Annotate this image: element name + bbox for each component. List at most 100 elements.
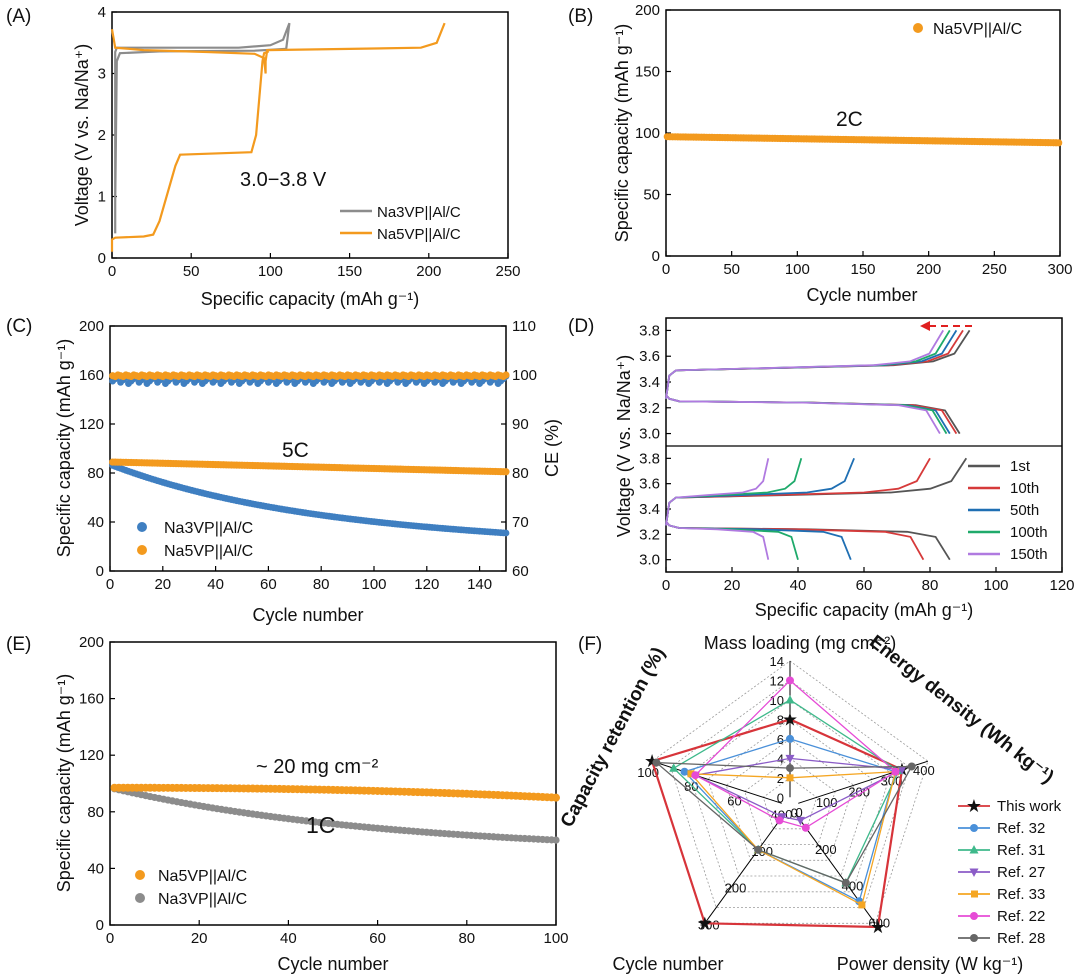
panel-c-y-tick-label: 160 [79, 367, 104, 384]
panel-b-x-tick-label: 50 [723, 261, 740, 278]
panel-f-tick-label: 0 [795, 805, 802, 820]
panel-f-series-ref-22-marker [786, 676, 794, 685]
panel-e-point-na5vp [552, 793, 560, 802]
panel-d-bottom-discharge-150th [665, 521, 770, 560]
panel-f-axis-line [704, 812, 786, 924]
panel-a-y-tick-label: 1 [98, 189, 106, 206]
panel-c-x-tick-label: 100 [361, 576, 386, 593]
panel-d-x-tick-label: 60 [856, 577, 873, 594]
panel-d-plot-frame [665, 317, 1063, 573]
panel-e-y-tick-label: 80 [87, 804, 104, 821]
panel-b-plot-frame [665, 9, 1061, 257]
panel-e-x-tick-label: 100 [543, 930, 568, 947]
panel-f-legend-ref-27-marker [969, 868, 979, 877]
panel-d-legend-1st: 1st [1010, 458, 1031, 475]
panel-f-series-ref-27-outline [693, 757, 905, 822]
panel-a-x-tick-label: 100 [258, 263, 283, 280]
panel-c-y-tick-label: 200 [79, 318, 104, 335]
panel-f-series-ref-27-marker [785, 754, 795, 764]
panel-d-top-charge-150th [665, 329, 944, 399]
panel-c-plot-frame [109, 325, 507, 572]
panel-label-b: (B) [568, 6, 593, 27]
panel-c-legend-na5vp: Na5VP||Al/C [164, 543, 253, 560]
panel-b-x-tick-label: 0 [662, 261, 670, 278]
panel-f-tick-label: 2 [777, 771, 784, 786]
panel-a-y-tick-label: 2 [98, 127, 106, 144]
panel-a-y-tick-label: 3 [98, 66, 106, 83]
panel-e-x-tick-label: 20 [191, 930, 208, 947]
panel-a-y-axis-label: Voltage (V vs. Na/Na⁺) [72, 44, 92, 227]
panel-d-top-charge-1st [665, 329, 971, 399]
panel-c-x-tick-label: 40 [207, 576, 224, 593]
panel-f-legend-ref-22: Ref. 22 [997, 908, 1045, 925]
panel-e-chart: 0 20 40 60 80 100 0 40 80 120 160 200 ~ 20 mg cm⁻² 1C… [54, 634, 569, 974]
panel-f-legend-this-work: This work [997, 798, 1062, 815]
panel-f-series-ref-33-marker [786, 774, 794, 782]
panel-f-legend-ref-28: Ref. 28 [997, 930, 1045, 947]
panel-a-x-tick-label: 0 [108, 263, 116, 280]
panel-c-y-axis-label: Specific capacity (mAh g⁻¹) [54, 339, 74, 558]
panel-d-x-tick-label: 100 [983, 577, 1008, 594]
panel-f-tick-label: 200 [725, 881, 747, 896]
panel-b-legend-marker [913, 23, 923, 33]
panel-f-grid-ring [707, 718, 873, 877]
panel-d-y-tick-label: 3.4 [639, 501, 660, 518]
panel-a-series-na5vp-discharge [110, 50, 270, 252]
panel-c-x-tick-label: 120 [414, 576, 439, 593]
panel-f-tick-label: 60 [727, 793, 741, 808]
panel-label-c: (C) [6, 316, 32, 337]
panel-b-x-tick-label: 150 [850, 261, 875, 278]
panel-f-grid-ring [670, 680, 910, 908]
panel-d-bottom-charge-150th [665, 458, 770, 526]
panel-e-y-tick-label: 0 [96, 917, 104, 934]
panel-f-legend-ref-31: Ref. 31 [997, 842, 1045, 859]
panel-e-legend-marker-na3vp [135, 893, 145, 903]
panel-label-d: (D) [568, 316, 594, 337]
panel-f-tick-label: 8 [777, 712, 784, 727]
panel-e-x-tick-label: 60 [369, 930, 386, 947]
panel-e-legend-marker-na5vp [135, 870, 145, 880]
panel-d-y-tick-label: 3.8 [639, 322, 660, 339]
panel-c-x-tick-label: 80 [313, 576, 330, 593]
panel-b-x-tick-label: 200 [916, 261, 941, 278]
panel-f-series-ref-22-marker [691, 771, 700, 780]
panel-c-legend-na3vp: Na3VP||Al/C [164, 520, 253, 537]
panel-f-tick-label: 6 [777, 732, 784, 747]
panel-e-annotation-loading: ~ 20 mg cm⁻² [256, 756, 379, 778]
panel-e-x-tick-label: 0 [106, 930, 114, 947]
panel-d-y-tick-label: 3.2 [639, 400, 660, 417]
panel-d-x-tick-label: 20 [724, 577, 741, 594]
panel-label-f: (F) [578, 634, 602, 655]
panel-f-tick-label: 12 [770, 673, 784, 688]
panel-b-chart: 0 50 100 150 200 250 300 0 50 100 150 200 2C Na5VP||A… [612, 2, 1073, 305]
panel-c-chart: 0 20 40 60 80 100 120 140 0 40 80 120 160 200 60 70 80 90… [54, 318, 562, 625]
panel-f-axis-title-mass-loading: Mass loading (mg cm⁻²) [704, 633, 897, 653]
panel-d-bottom-discharge-1st [665, 521, 951, 561]
panel-f-series-ref-22-marker [891, 767, 900, 776]
panel-d-chart: 0 20 40 60 80 100 120 3.0 3.0 3.2 3.2 3.4 3.4 3.6 3.6 3… [614, 317, 1075, 620]
panel-b-annotation: 2C [836, 108, 863, 131]
panel-e-x-tick-label: 40 [280, 930, 297, 947]
panel-c-y2-tick-label: 110 [512, 318, 536, 335]
panel-a-x-tick-label: 50 [183, 263, 200, 280]
panel-b-x-axis-label: Cycle number [806, 285, 917, 305]
panel-c-annotation: 5C [282, 439, 309, 462]
panel-f-tick-label: 200 [815, 842, 837, 857]
panel-f-series-ref-33-outline [689, 770, 897, 906]
panel-c-y2-axis-label: CE (%) [542, 419, 562, 477]
panel-a-y-tick-label: 0 [98, 250, 106, 267]
panel-f-series-ref-33-marker [858, 901, 866, 909]
panel-f-series-this-work-marker: ★ [697, 913, 713, 933]
panel-a-y-tick-label: 4 [98, 4, 106, 21]
panel-d-legend-100th: 100th [1010, 524, 1048, 541]
panel-c-x-axis-label: Cycle number [252, 605, 363, 625]
panel-e-y-tick-label: 40 [87, 860, 104, 877]
panel-f-axis-line [798, 760, 929, 804]
panel-f-legend-ref-33: Ref. 33 [997, 886, 1045, 903]
panel-f-series-ref-28-marker [652, 758, 661, 767]
panel-d-arrow-head [920, 321, 930, 331]
panel-f-series-ref-22-outline [694, 679, 897, 829]
panel-d-bottom-charge-50th [665, 457, 855, 526]
panel-e-point-na3vp [552, 836, 560, 844]
